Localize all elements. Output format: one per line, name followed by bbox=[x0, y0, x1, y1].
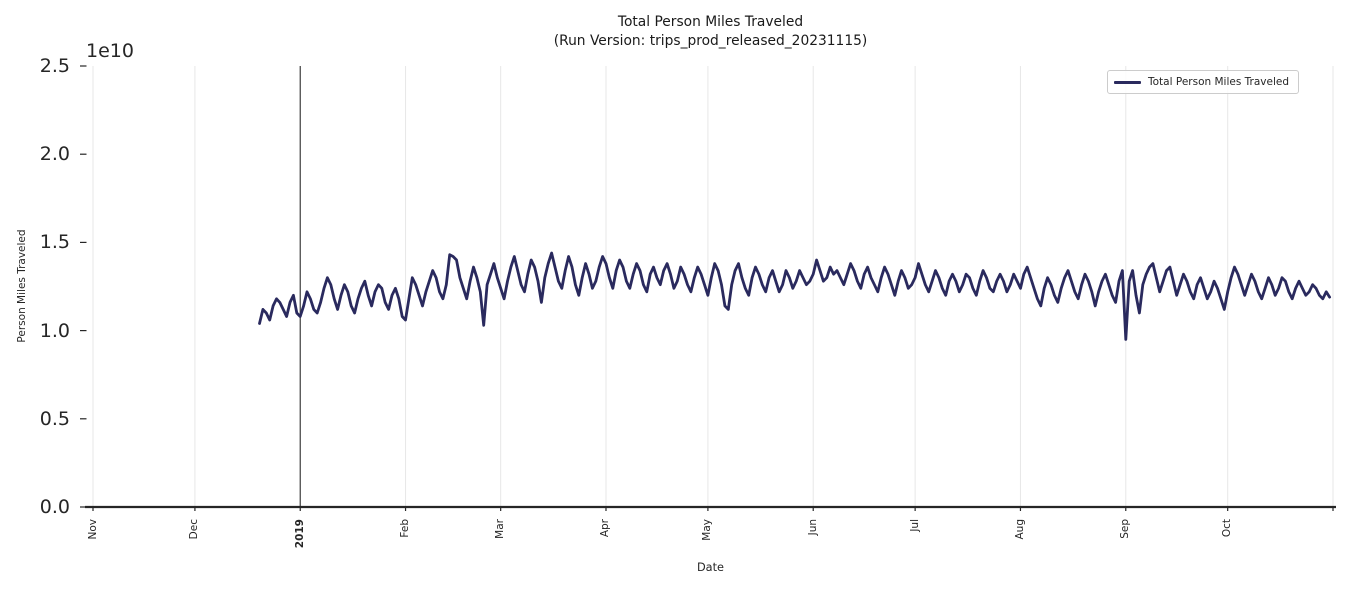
x-tick-label: Jun bbox=[806, 519, 819, 536]
x-tick-label: Sep bbox=[1119, 519, 1132, 539]
x-tick-label: 2019 bbox=[293, 519, 306, 549]
series-line bbox=[258, 251, 1331, 341]
x-tick-label: Feb bbox=[399, 519, 412, 538]
legend-label: Total Person Miles Traveled bbox=[1148, 76, 1289, 88]
x-tick-label: Jul bbox=[908, 519, 921, 532]
x-tick-label: Dec bbox=[188, 519, 201, 540]
y-tick-label: 2.5 bbox=[39, 55, 70, 77]
x-tick-label: Mar bbox=[494, 519, 507, 539]
x-tick-label: Nov bbox=[86, 519, 99, 540]
legend: Total Person Miles Traveled bbox=[1107, 70, 1299, 94]
x-tick-label: May bbox=[701, 519, 714, 541]
x-tick-label: Apr bbox=[599, 519, 612, 538]
y-tick-label: 2.0 bbox=[39, 143, 70, 166]
x-tick-label: Aug bbox=[1013, 519, 1026, 540]
y-tick-label: 1.5 bbox=[39, 231, 70, 254]
chart-subtitle: (Run Version: trips_prod_released_202311… bbox=[553, 33, 868, 49]
x-tick-label: Oct bbox=[1221, 519, 1234, 538]
x-axis-label: Date bbox=[696, 561, 724, 574]
y-tick-label: 0.0 bbox=[39, 496, 70, 518]
legend-line-swatch-icon bbox=[1114, 80, 1141, 84]
y-axis-offset-text: 1e10 bbox=[86, 40, 134, 62]
y-tick-label: 1.0 bbox=[39, 319, 70, 342]
title-block: Total Person Miles Traveled (Run Version… bbox=[85, 13, 1336, 51]
chart-title: Total Person Miles Traveled bbox=[617, 14, 804, 30]
y-tick-label: 0.5 bbox=[39, 407, 70, 430]
